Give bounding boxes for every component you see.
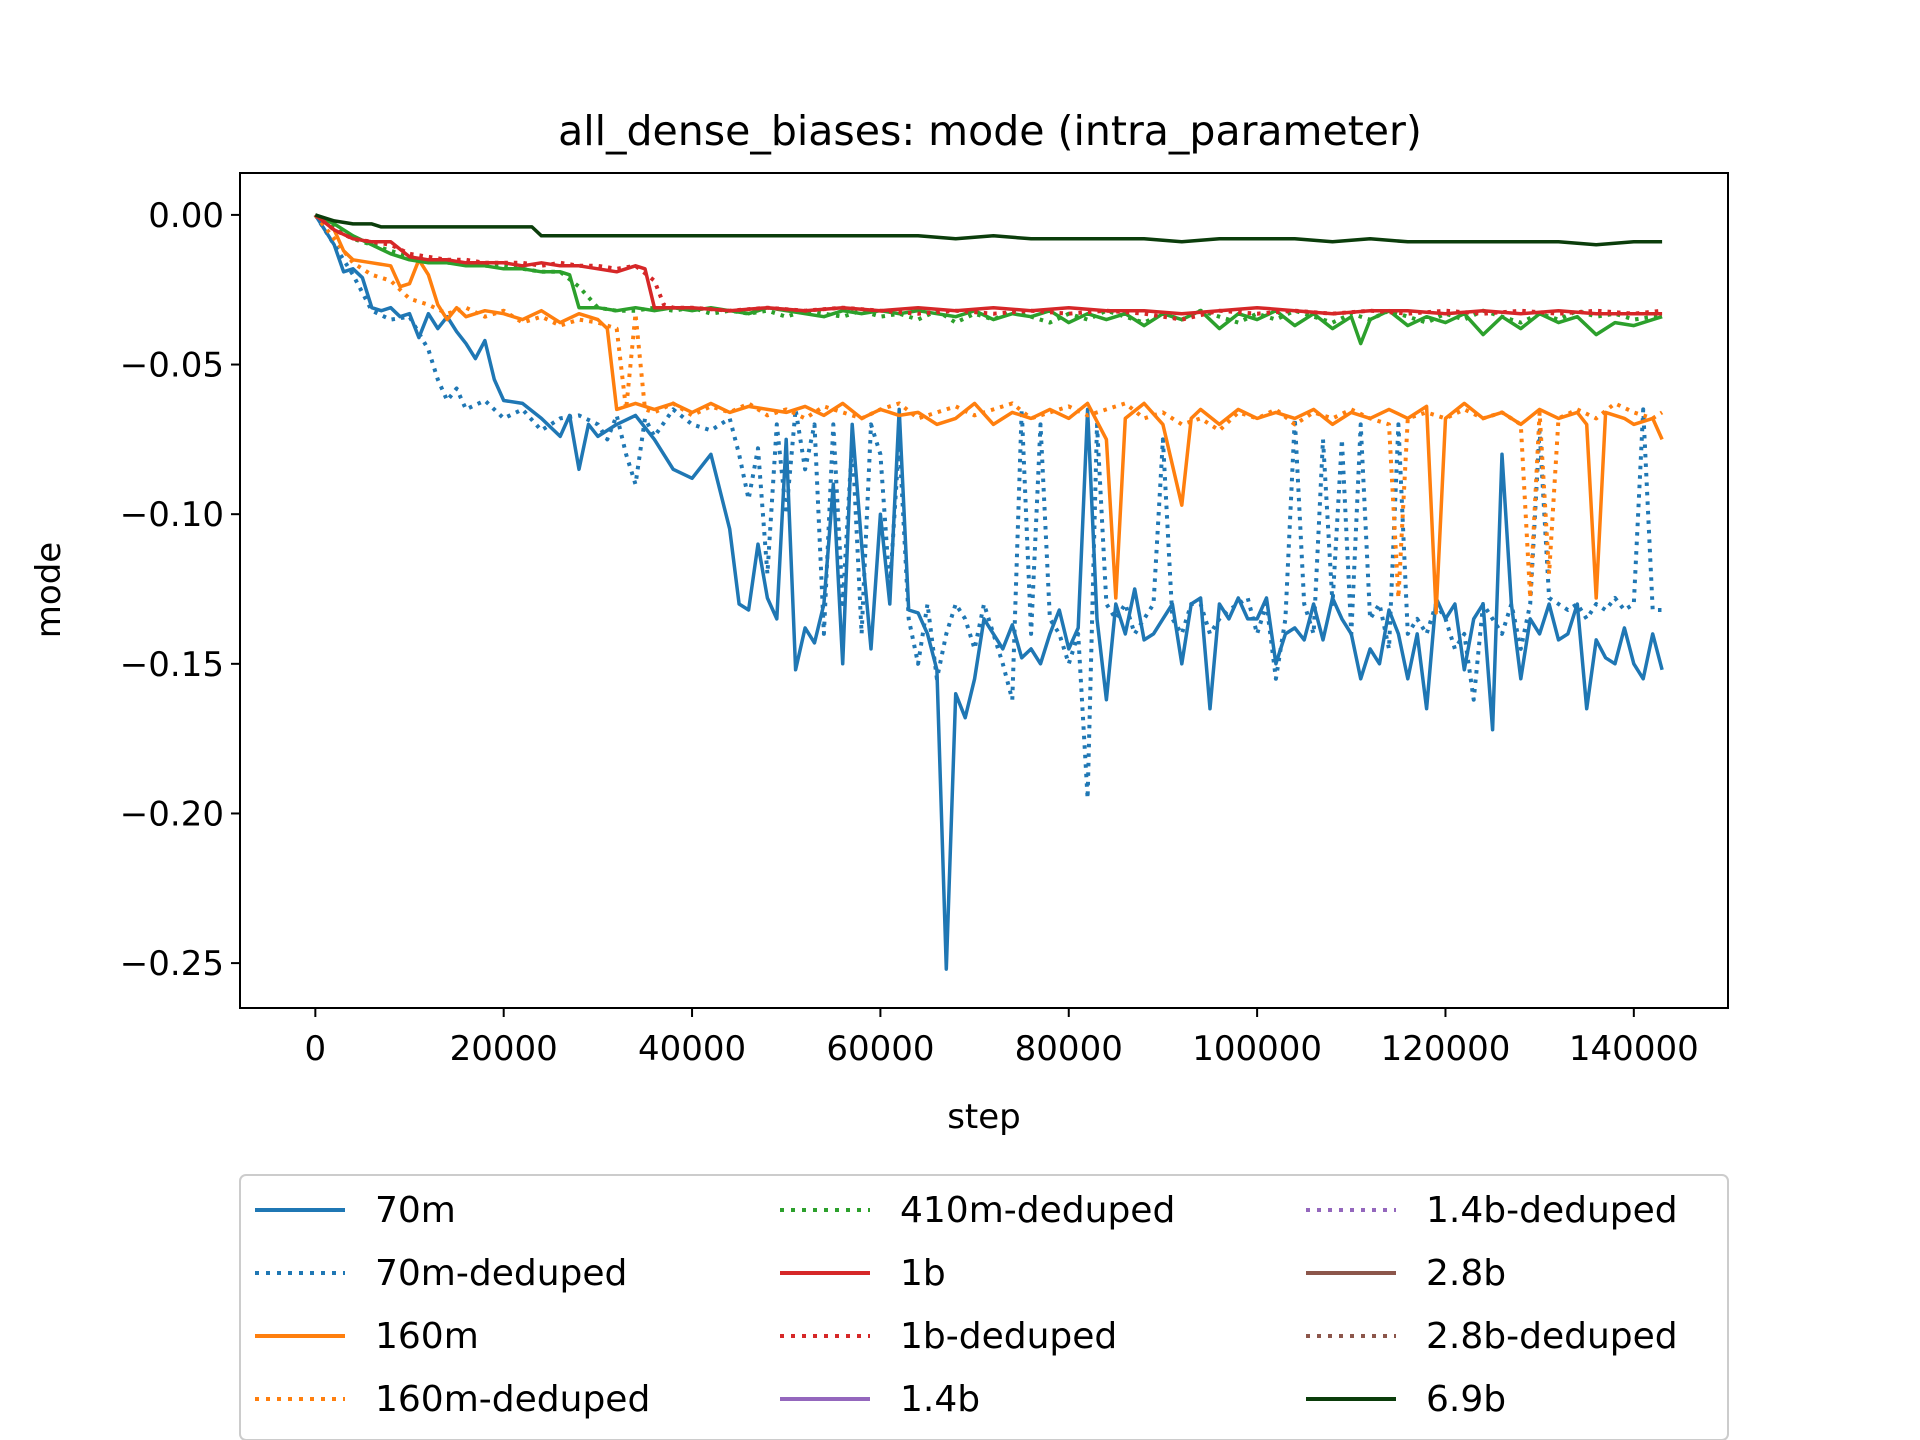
legend-label-410m-deduped: 410m-deduped xyxy=(900,1190,1175,1231)
series-line-1b xyxy=(314,213,1663,316)
legend-label-70m-deduped: 70m-deduped xyxy=(375,1253,627,1294)
x-tick-label: 20000 xyxy=(450,1029,558,1069)
y-tick-label: −0.05 xyxy=(120,346,224,386)
x-axis-label: step xyxy=(947,1097,1021,1137)
y-axis: 0.00 −0.05 −0.10 −0.15 −0.20 −0.25 xyxy=(120,196,240,984)
chart-title: all_dense_biases: mode (intra_parameter) xyxy=(558,107,1422,155)
legend-label-160m-deduped: 160m-deduped xyxy=(375,1379,650,1420)
plot-area xyxy=(313,213,1664,971)
series-line-410m xyxy=(314,213,1663,346)
y-tick-label: −0.10 xyxy=(120,495,224,535)
x-tick-label: 120000 xyxy=(1381,1029,1511,1069)
plot-frame xyxy=(239,172,1729,1009)
legend-label-2-8b: 2.8b xyxy=(1426,1253,1506,1294)
x-tick-label: 0 xyxy=(305,1029,327,1069)
x-tick-label: 60000 xyxy=(826,1029,934,1069)
legend: 70m 70m-deduped 160m 160m-deduped 410m-dedup… xyxy=(239,1174,1729,1440)
y-tick-label: −0.15 xyxy=(120,645,224,685)
legend-label-160m: 160m xyxy=(375,1316,479,1357)
y-tick-label: −0.25 xyxy=(120,944,224,984)
y-axis-label: mode xyxy=(29,542,69,638)
series-line-160m xyxy=(314,213,1664,615)
legend-label-2-8b-deduped: 2.8b-deduped xyxy=(1426,1316,1678,1357)
x-tick-label: 40000 xyxy=(638,1029,746,1069)
x-axis: 0 20000 40000 60000 80000 100000 120000 140000 xyxy=(305,1008,1699,1069)
y-tick-label: 0.00 xyxy=(148,196,224,236)
legend-label-1b: 1b xyxy=(900,1253,946,1294)
legend-frame xyxy=(239,1174,1729,1440)
series-line-70m-deduped xyxy=(313,213,1663,801)
legend-label-6-9b: 6.9b xyxy=(1426,1379,1506,1420)
x-tick-label: 140000 xyxy=(1569,1029,1699,1069)
legend-label-1-4b: 1.4b xyxy=(900,1379,980,1420)
series-line-70m xyxy=(313,213,1664,971)
legend-label-70m: 70m xyxy=(375,1190,456,1231)
series-line-160m-deduped xyxy=(313,213,1664,600)
legend-label-1b-deduped: 1b-deduped xyxy=(900,1316,1117,1357)
series-line-6-9b xyxy=(314,213,1663,247)
y-tick-label: −0.20 xyxy=(120,794,224,834)
legend-label-1-4b-deduped: 1.4b-deduped xyxy=(1426,1190,1678,1231)
x-tick-label: 80000 xyxy=(1015,1029,1123,1069)
x-tick-label: 100000 xyxy=(1192,1029,1322,1069)
